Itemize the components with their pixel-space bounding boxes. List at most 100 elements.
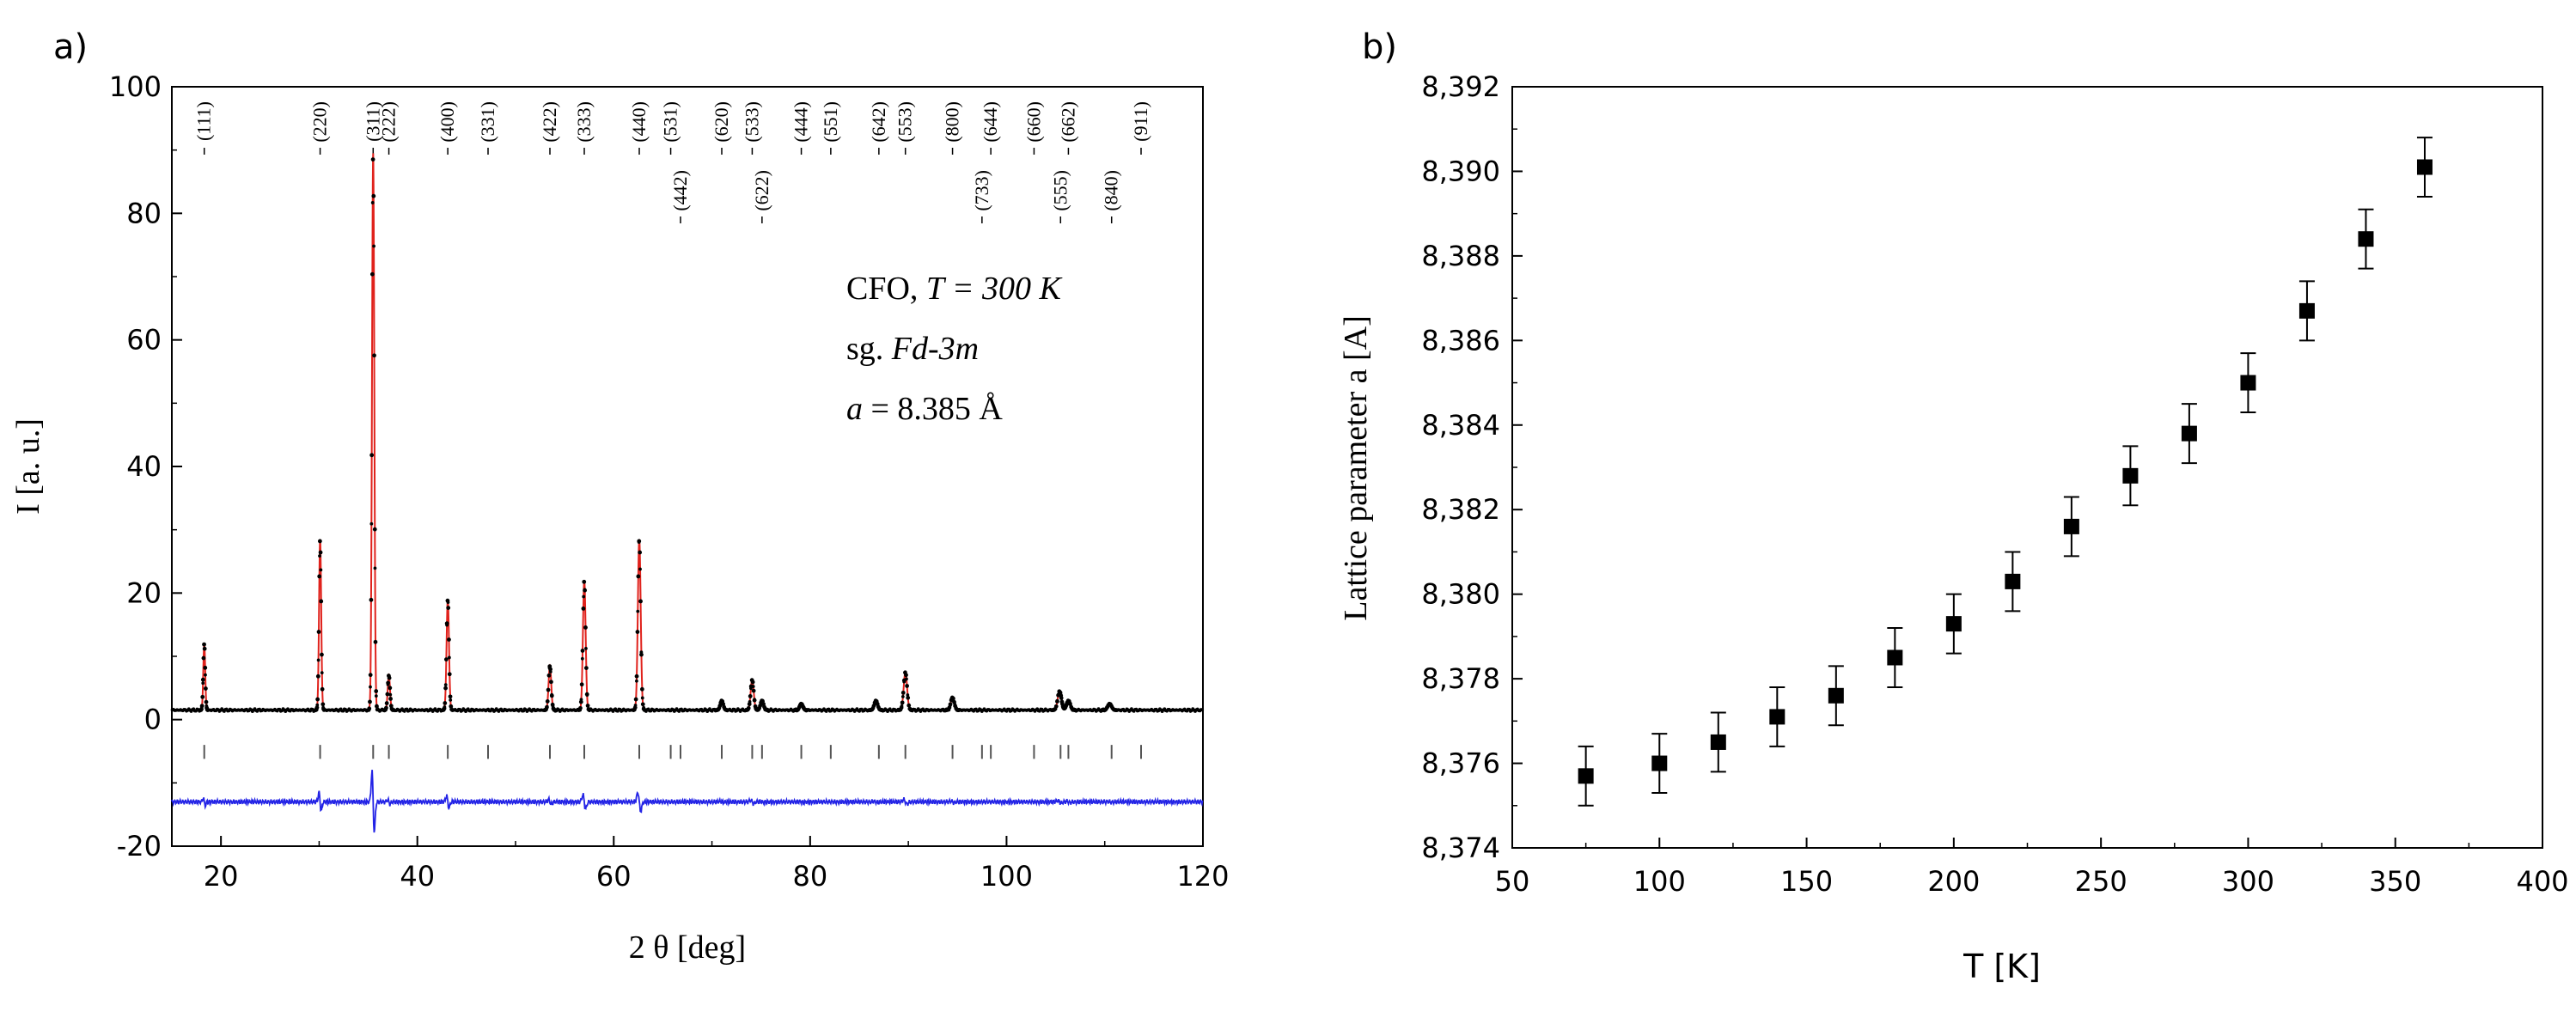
- observed-peak-point: [367, 706, 372, 711]
- observed-peak-point: [315, 697, 320, 702]
- observed-peak-point: [443, 686, 449, 691]
- observed-peak-point: [582, 579, 587, 584]
- observed-point: [582, 594, 586, 599]
- y-tick-label: 60: [126, 324, 162, 357]
- hkl-label: (400): [436, 101, 458, 143]
- hkl-label: (620): [711, 101, 732, 143]
- panel-a-axes: 20 40 60 80 100 120 -20 0 20 40 60 80 100: [109, 70, 1230, 893]
- data-point-marker: [2063, 518, 2079, 534]
- hkl-label: (444): [791, 101, 812, 143]
- y-tick-label: 8,382: [1421, 493, 1500, 526]
- data-point-marker: [2005, 573, 2021, 589]
- observed-peak-point: [447, 637, 451, 642]
- y-tick-label: 8,378: [1421, 662, 1500, 695]
- x-tick-label: 150: [1780, 865, 1833, 898]
- observed-peak-point: [751, 688, 756, 693]
- observed-peak-point: [203, 686, 208, 691]
- panel-b-y-axis-label: Lattice parameter a [A]: [1338, 315, 1374, 621]
- observed-point: [636, 609, 640, 613]
- x-tick-label: 300: [2222, 865, 2274, 898]
- observed-peak-point: [544, 704, 549, 710]
- observed-peak-point: [900, 690, 906, 695]
- observed-point: [370, 201, 375, 204]
- hkl-label: (331): [477, 101, 498, 143]
- observed-point: [635, 679, 638, 683]
- observed-peak-point: [321, 708, 327, 712]
- observed-point: [449, 698, 453, 702]
- observed-peak-point: [203, 665, 208, 670]
- observed-peak-point: [320, 652, 324, 657]
- observed-point: [638, 567, 642, 571]
- observed-peak-point: [204, 699, 209, 704]
- observed-peak-point: [880, 708, 884, 712]
- hkl-label: (333): [573, 101, 595, 143]
- observed-peak-point: [315, 674, 320, 679]
- hkl-labels: (111) (220) (311)(222) (400) (331) (422) (333)…: [193, 101, 1151, 223]
- x-tick-label: 350: [2369, 865, 2421, 898]
- y-tick-label: 8,390: [1421, 155, 1500, 187]
- data-point-marker: [1828, 687, 1844, 704]
- panel-a-x-axis-label: 2 θ [deg]: [629, 930, 746, 966]
- observed-peak-point: [909, 708, 914, 712]
- observed-peak-point: [199, 707, 204, 711]
- observed-peak-point: [319, 599, 324, 604]
- observed-peak-point: [584, 692, 589, 697]
- panel-b-label: b): [1362, 27, 1397, 67]
- observed-peak-point: [314, 705, 320, 710]
- observed-peak-point: [583, 625, 588, 630]
- observed-peak-point: [320, 686, 325, 692]
- observed-peak-point: [369, 271, 375, 277]
- x-tick-label: 50: [1495, 865, 1530, 898]
- observed-peak-point: [1059, 693, 1064, 698]
- observed-peak-point: [546, 673, 552, 678]
- observed-peak-point: [906, 695, 911, 700]
- observed-peak-point: [388, 697, 393, 701]
- observed-peak-point: [317, 539, 322, 544]
- observed-peak-point: [316, 630, 321, 634]
- hkl-label: (553): [894, 101, 916, 143]
- observed-peak-point: [373, 639, 378, 644]
- panel-b-x-axis-label: T [K]: [1963, 948, 2041, 985]
- data-point-marker: [1651, 755, 1668, 771]
- x-tick-label: 200: [1927, 865, 1980, 898]
- observed-point: [204, 673, 207, 677]
- observed-peak-point: [717, 704, 723, 708]
- observed-peak-point: [200, 694, 205, 699]
- observed-peak-point: [201, 655, 206, 661]
- observed-peak-point: [443, 701, 448, 705]
- observed-peak-point: [633, 697, 638, 702]
- calculated-profile-line: [172, 153, 1203, 711]
- hkl-label: (422): [539, 101, 560, 143]
- y-tick-label: 8,388: [1421, 240, 1500, 272]
- observed-peak-point: [635, 630, 640, 634]
- observed-point: [316, 658, 320, 662]
- y-tick-label: 40: [126, 450, 162, 483]
- hkl-label: (311): [362, 101, 383, 142]
- observed-peak-point: [752, 698, 757, 703]
- hkl-label: (551): [820, 101, 841, 143]
- observed-peak-point: [947, 705, 952, 710]
- observed-point: [1200, 708, 1205, 712]
- annotation-line-1: CFO, T = 300 K: [846, 271, 1063, 307]
- observed-peak-point: [950, 696, 955, 701]
- observed-point: [318, 554, 321, 558]
- observed-peak-point: [748, 684, 754, 689]
- hkl-label: (840): [1101, 170, 1122, 211]
- observed-peak-point: [550, 702, 555, 707]
- panel-a-label: a): [53, 27, 88, 67]
- observed-peak-point: [639, 652, 644, 657]
- x-tick-label: 20: [204, 860, 239, 893]
- observed-point: [640, 696, 644, 700]
- hkl-label: (644): [980, 101, 1001, 143]
- observed-peak-point: [199, 704, 204, 709]
- observed-peak-point: [578, 705, 583, 710]
- hkl-label: (555): [1049, 170, 1071, 211]
- difference-curve: [171, 770, 1204, 833]
- observed-peak-point: [369, 453, 375, 458]
- y-tick-label: 8,384: [1421, 409, 1500, 442]
- observed-peak-point: [638, 599, 643, 604]
- observed-peak-point: [905, 684, 909, 688]
- observed-peak-point: [369, 597, 374, 602]
- panel-a-diffraction-pattern: a) (111) (220) (311)(222) (400) (331) (422) (3…: [10, 27, 1230, 966]
